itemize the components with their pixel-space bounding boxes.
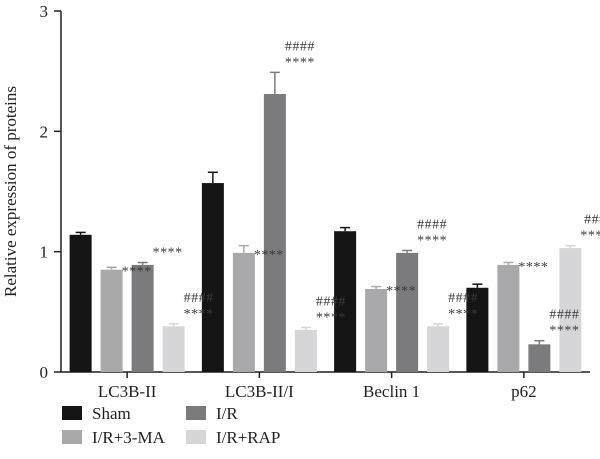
significance-label: **** [549,324,579,339]
significance-label: **** [448,307,478,322]
significance-label: **** [285,55,315,70]
legend-label: I/R [216,404,238,423]
y-axis-label: Relative expression of proteins [1,86,20,297]
significance-label: **** [580,229,600,244]
significance-label: **** [386,284,416,299]
legend-swatch [186,430,206,444]
significance-label: **** [153,245,183,260]
significance-label: **** [316,310,346,325]
bars [69,71,582,372]
bar [466,287,489,372]
bar [294,329,317,372]
significance-label: #### [417,217,447,232]
significance-label: **** [184,307,214,322]
significance-label: **** [518,260,548,275]
y-tick-label: 2 [40,122,49,141]
bar [334,231,357,372]
significance-label: #### [184,291,214,306]
legend-swatch [62,406,82,420]
bar [201,183,224,372]
legend: Sham I/R I/R+3-MA I/R+RAP [62,404,280,447]
bar [100,269,123,372]
bar [427,326,450,372]
legend-label: I/R+3-MA [92,428,166,447]
significance-annotations: ************####********####****####****… [122,39,600,338]
legend-label: Sham [92,404,131,423]
legend-swatch [186,406,206,420]
x-tick-label: p62 [511,382,537,401]
x-tick-label: LC3B-II [98,382,157,401]
y-axis: 0 1 2 3 [40,2,62,382]
significance-label: #### [549,308,579,323]
bar [232,252,255,372]
legend-label: I/R+RAP [216,428,280,447]
bar [396,252,419,372]
bar [131,264,154,372]
y-tick-label: 0 [40,363,49,382]
bar [69,234,92,372]
y-tick-label: 1 [40,243,49,262]
significance-label: #### [316,294,346,309]
x-tick-label: Beclin 1 [363,382,420,401]
x-axis: LC3B-II LC3B-II/I Beclin 1 p62 [61,371,590,401]
significance-label: **** [254,248,284,263]
legend-swatch [62,430,82,444]
significance-label: **** [122,265,152,280]
bar [528,344,551,372]
bar [559,248,582,372]
bar [497,264,520,372]
bar [365,288,388,372]
significance-label: **** [417,233,447,248]
y-tick-label: 3 [40,2,49,21]
x-tick-label: LC3B-II/I [225,382,294,401]
bar [263,94,286,372]
significance-label: #### [285,39,315,54]
significance-label: ### [584,213,600,228]
significance-label: #### [448,291,478,306]
bar [162,326,185,372]
